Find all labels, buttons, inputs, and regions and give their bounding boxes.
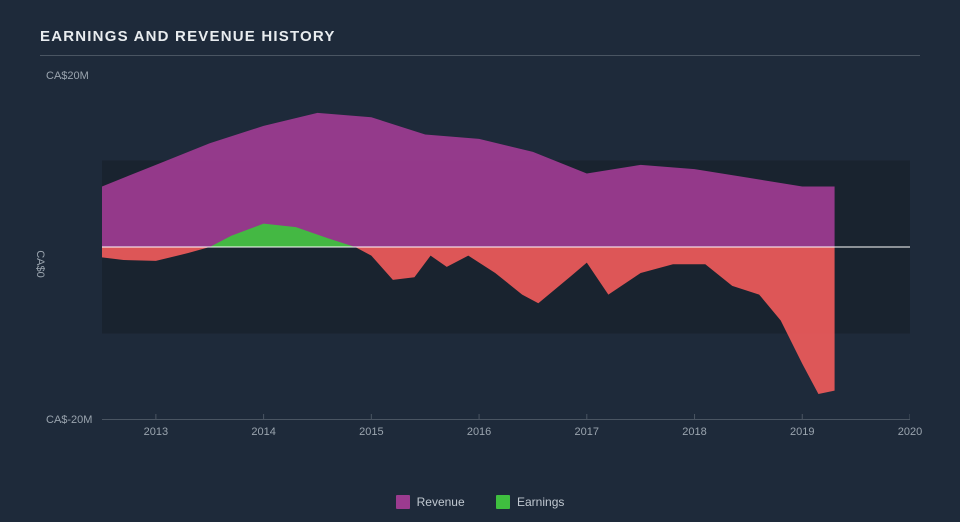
legend-swatch-revenue: [396, 495, 410, 509]
legend-item-earnings: Earnings: [496, 495, 564, 509]
legend-item-revenue: Revenue: [396, 495, 465, 509]
chart-title: EARNINGS AND REVENUE HISTORY: [40, 28, 920, 56]
x-tick-label: 2017: [575, 426, 599, 438]
x-axis-labels: 20132014201520162017201820192020: [102, 426, 910, 444]
chart-area: CA$20M CA$0 CA$-20M 20132014201520162017…: [40, 74, 920, 454]
x-tick-label: 2016: [467, 426, 491, 438]
x-tick-label: 2014: [251, 426, 275, 438]
x-tick-label: 2018: [682, 426, 706, 438]
legend-swatch-earnings: [496, 495, 510, 509]
x-tick-label: 2015: [359, 426, 383, 438]
x-tick-label: 2019: [790, 426, 814, 438]
y-tick-mid: CA$0: [34, 250, 46, 278]
x-tick-label: 2020: [898, 426, 922, 438]
y-tick-bot: CA$-20M: [46, 414, 92, 426]
x-tick-label: 2013: [144, 426, 168, 438]
plot-region: [102, 74, 910, 420]
legend: Revenue Earnings: [0, 495, 960, 512]
legend-label-revenue: Revenue: [417, 495, 465, 509]
y-tick-top: CA$20M: [46, 70, 89, 82]
legend-label-earnings: Earnings: [517, 495, 564, 509]
